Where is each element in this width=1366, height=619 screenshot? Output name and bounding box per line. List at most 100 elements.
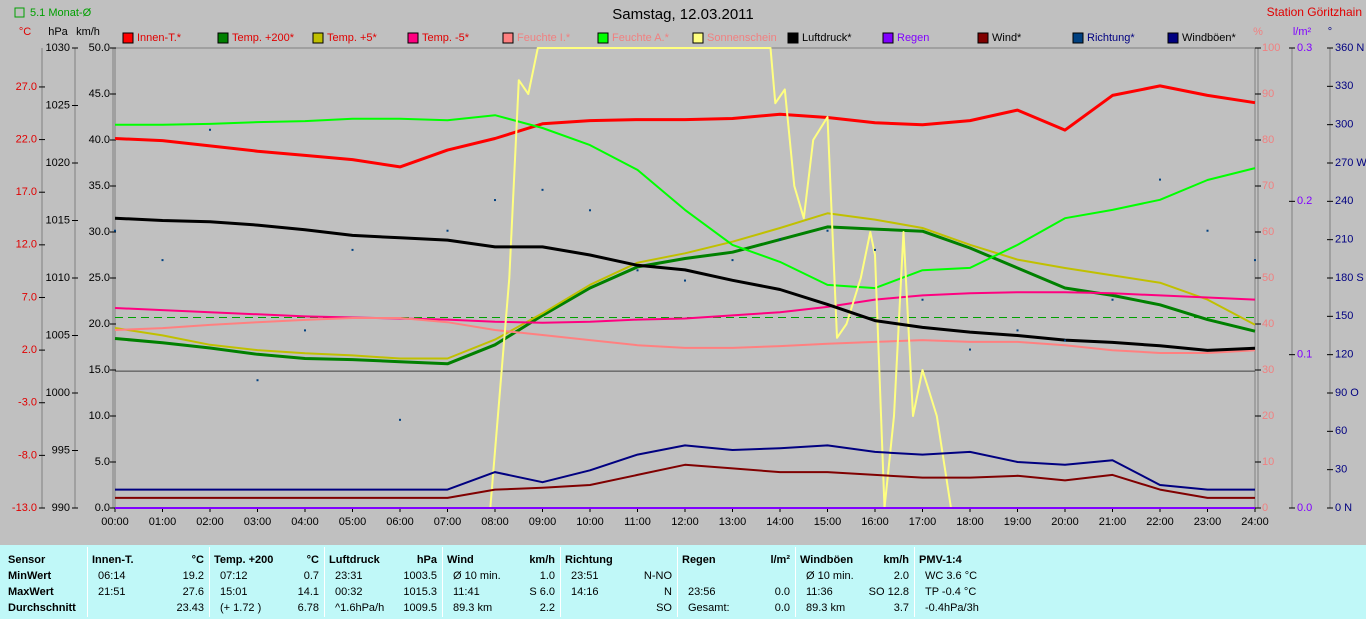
group-name: Windböen	[800, 554, 854, 566]
y-tick-label: 0	[1262, 502, 1268, 514]
cell-right: 0.7	[303, 570, 319, 582]
y-tick-label: -13.0	[12, 502, 37, 514]
y-tick-label: 70	[1262, 180, 1274, 192]
row-label: MinWert	[8, 570, 52, 582]
column-separator	[795, 547, 796, 617]
chart-title: Samstag, 12.03.2011	[612, 6, 754, 23]
y-tick-label: 150	[1335, 310, 1353, 322]
direction-point	[209, 128, 211, 131]
group-name: Temp. +200	[214, 554, 274, 566]
legend-label: Regen	[897, 32, 929, 44]
group-name: PMV-1:4	[919, 554, 962, 566]
direction-point	[351, 248, 354, 251]
axis-unit: %	[1253, 26, 1263, 38]
y-tick-label: 0.0	[1297, 502, 1312, 514]
group-unit: km/h	[529, 554, 555, 566]
x-tick-label: 12:00	[671, 516, 699, 528]
direction-point	[161, 259, 164, 262]
x-tick-label: 13:00	[719, 516, 747, 528]
y-tick-label: 1015	[46, 214, 70, 226]
x-tick-label: 07:00	[434, 516, 462, 528]
cell-right: 3.7	[893, 602, 909, 614]
cell-right: 27.6	[182, 586, 204, 598]
x-tick-label: 24:00	[1241, 516, 1269, 528]
x-tick-label: 18:00	[956, 516, 984, 528]
x-tick-label: 06:00	[386, 516, 414, 528]
y-tick-label: 0 N	[1335, 502, 1352, 514]
direction-point	[114, 229, 116, 232]
cell-right: 1.0	[539, 570, 555, 582]
y-tick-label: 50.0	[89, 42, 110, 54]
direction-point	[1206, 229, 1209, 232]
x-tick-label: 17:00	[909, 516, 937, 528]
cell-right: SO 12.8	[868, 586, 909, 598]
cell-right: 19.2	[182, 570, 204, 582]
group-name: Richtung	[565, 554, 613, 566]
y-tick-label: 180 S	[1335, 272, 1364, 284]
group-name: Wind	[447, 554, 474, 566]
axis-unit: hPa	[48, 26, 68, 38]
legend-swatch	[787, 32, 799, 44]
y-tick-label: 20.0	[89, 318, 110, 330]
y-tick-label: 17.0	[16, 186, 37, 198]
direction-point	[1254, 259, 1256, 262]
series-line	[114, 317, 1256, 354]
direction-point	[494, 199, 496, 202]
direction-point	[304, 329, 306, 332]
legend-swatch	[692, 32, 704, 44]
cell-left: -0.4hPa/3h	[925, 602, 979, 614]
direction-point	[636, 269, 639, 272]
y-tick-label: 80	[1262, 134, 1274, 146]
legend-label: Innen-T.*	[137, 32, 182, 44]
legend-label: Windböen*	[1182, 32, 1237, 44]
x-tick-label: 05:00	[339, 516, 367, 528]
group-unit: l/m²	[770, 554, 790, 566]
column-separator	[87, 547, 88, 617]
legend-swatch	[977, 32, 989, 44]
cell-right: 0.0	[774, 602, 790, 614]
series-line	[114, 225, 1256, 366]
y-tick-label: 25.0	[89, 272, 110, 284]
group-unit: km/h	[883, 554, 909, 566]
y-tick-label: 0.2	[1297, 195, 1312, 207]
y-tick-label: 0.0	[95, 502, 110, 514]
cell-left: Ø 10 min.	[453, 570, 501, 582]
x-tick-label: 09:00	[529, 516, 557, 528]
cell-left: 00:32	[335, 586, 363, 598]
y-tick-label: 35.0	[89, 180, 110, 192]
cell-left: 89.3 km	[453, 602, 493, 614]
chart: Samstag, 12.03.2011 Station Göritzhain 5…	[12, 5, 1366, 528]
y-tick-label: 100	[1262, 42, 1280, 54]
cell-left: 89.3 km	[806, 602, 846, 614]
cell-right: N-NO	[643, 570, 672, 582]
row-label: Sensor	[8, 554, 46, 566]
y-tick-label: 27.0	[16, 81, 37, 93]
direction-point	[826, 229, 829, 232]
cell-left: 11:41	[453, 586, 480, 598]
x-tick-label: 04:00	[291, 516, 319, 528]
series-line	[115, 114, 1256, 290]
y-tick-label: 40.0	[89, 134, 110, 146]
axis-unit: l/m²	[1293, 26, 1312, 38]
series-line	[114, 84, 1256, 169]
y-tick-label: 50	[1262, 272, 1274, 284]
group-name: Innen-T.	[92, 554, 134, 566]
y-tick-label: 1030	[46, 42, 70, 54]
x-tick-label: 11:00	[624, 516, 651, 528]
y-tick-label: 2.0	[22, 344, 37, 356]
group-unit: hPa	[416, 554, 437, 566]
cell-left: 14:16	[571, 586, 599, 598]
y-tick-label: 0.1	[1297, 349, 1312, 361]
cell-right: N	[664, 586, 672, 598]
direction-point	[1016, 329, 1019, 332]
y-tick-label: 1020	[46, 157, 70, 169]
x-tick-label: 01:00	[149, 516, 177, 528]
cell-right: 2.0	[893, 570, 909, 582]
direction-point	[1159, 178, 1161, 181]
x-tick-label: 08:00	[481, 516, 509, 528]
y-tick-label: 20	[1262, 410, 1274, 422]
x-tick-label: 22:00	[1146, 516, 1174, 528]
y-tick-label: 1025	[46, 99, 70, 111]
column-separator	[324, 547, 325, 617]
